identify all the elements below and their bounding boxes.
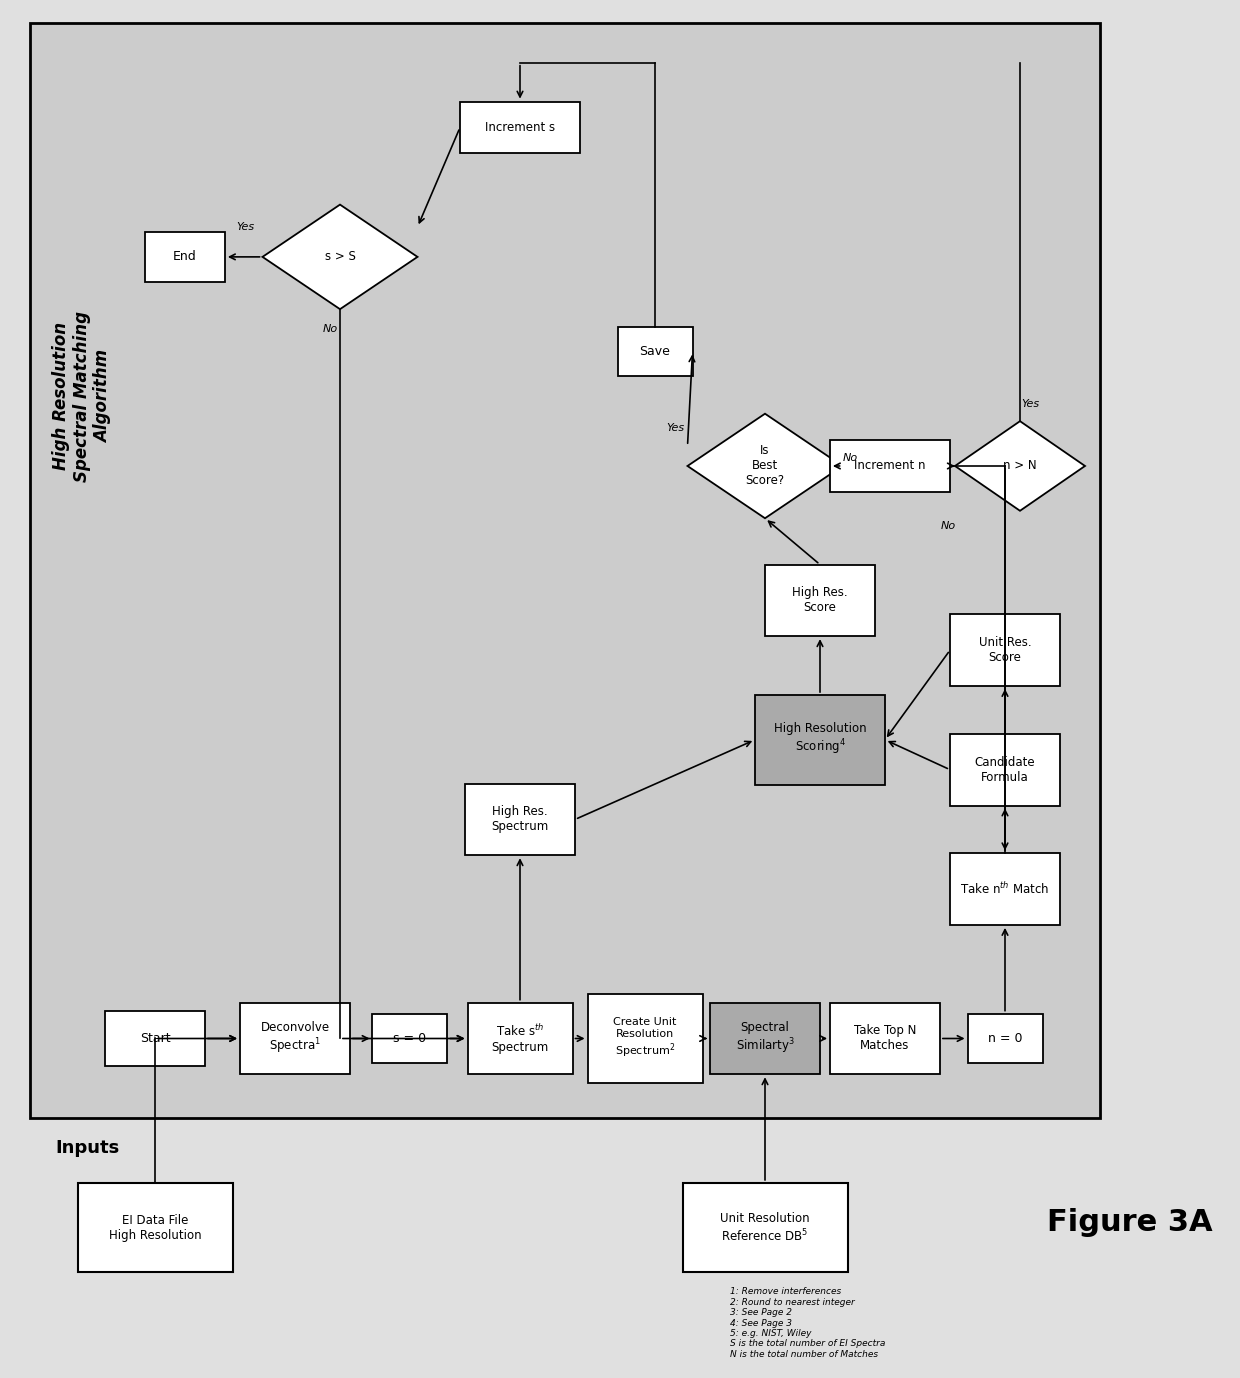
Text: High Resolution
Scoring$^4$: High Resolution Scoring$^4$ — [774, 722, 867, 758]
FancyBboxPatch shape — [460, 102, 580, 153]
FancyBboxPatch shape — [682, 1182, 847, 1272]
FancyBboxPatch shape — [967, 1014, 1043, 1064]
Text: Take s$^{th}$
Spectrum: Take s$^{th}$ Spectrum — [491, 1022, 548, 1054]
FancyBboxPatch shape — [711, 1003, 820, 1075]
Text: No: No — [940, 521, 956, 531]
FancyBboxPatch shape — [372, 1014, 448, 1064]
Text: No: No — [322, 324, 337, 333]
Text: EI Data File
High Resolution: EI Data File High Resolution — [109, 1214, 201, 1242]
FancyBboxPatch shape — [588, 994, 703, 1083]
Text: 1: Remove interferences
2: Round to nearest integer
3: See Page 2
4: See Page 3
: 1: Remove interferences 2: Round to near… — [730, 1287, 885, 1359]
Text: Is
Best
Score?: Is Best Score? — [745, 445, 785, 488]
FancyBboxPatch shape — [830, 1003, 940, 1075]
FancyBboxPatch shape — [950, 853, 1060, 925]
FancyBboxPatch shape — [618, 327, 692, 376]
Text: Take n$^{th}$ Match: Take n$^{th}$ Match — [961, 881, 1049, 897]
FancyBboxPatch shape — [755, 695, 885, 784]
Polygon shape — [955, 422, 1085, 511]
Text: High Resolution
Spectral Matching
Algorithm: High Resolution Spectral Matching Algori… — [52, 311, 112, 482]
Text: n = 0: n = 0 — [988, 1032, 1022, 1045]
Text: End: End — [174, 251, 197, 263]
FancyBboxPatch shape — [467, 1003, 573, 1075]
Text: s > S: s > S — [325, 251, 356, 263]
Text: High Res.
Spectrum: High Res. Spectrum — [491, 806, 548, 834]
Text: Take Top N
Matches: Take Top N Matches — [854, 1024, 916, 1053]
FancyBboxPatch shape — [830, 440, 950, 492]
Text: Yes: Yes — [236, 222, 254, 232]
Text: s = 0: s = 0 — [393, 1032, 427, 1045]
Polygon shape — [263, 204, 418, 309]
Text: Create Unit
Resolution
Spectrum$^2$: Create Unit Resolution Spectrum$^2$ — [614, 1017, 677, 1060]
FancyBboxPatch shape — [465, 784, 575, 856]
FancyBboxPatch shape — [30, 23, 1100, 1118]
Text: n > N: n > N — [1003, 459, 1037, 473]
Text: Candidate
Formula: Candidate Formula — [975, 755, 1035, 784]
Text: Unit Res.
Score: Unit Res. Score — [978, 637, 1032, 664]
Text: No: No — [842, 453, 858, 463]
Text: Increment n: Increment n — [854, 459, 926, 473]
Polygon shape — [687, 413, 842, 518]
Text: Yes: Yes — [666, 423, 684, 433]
Text: Unit Resolution
Reference DB$^5$: Unit Resolution Reference DB$^5$ — [720, 1211, 810, 1244]
Text: Save: Save — [640, 344, 671, 358]
Text: High Res.
Score: High Res. Score — [792, 587, 848, 615]
Text: Figure 3A: Figure 3A — [1048, 1209, 1213, 1237]
Text: Yes: Yes — [1021, 400, 1039, 409]
FancyBboxPatch shape — [145, 232, 224, 281]
FancyBboxPatch shape — [241, 1003, 350, 1075]
FancyBboxPatch shape — [765, 565, 875, 637]
Text: Spectral
Similarty$^3$: Spectral Similarty$^3$ — [735, 1021, 795, 1056]
Text: Start: Start — [140, 1032, 170, 1045]
FancyBboxPatch shape — [77, 1182, 233, 1272]
Text: Deconvolve
Spectra$^1$: Deconvolve Spectra$^1$ — [260, 1021, 330, 1056]
FancyBboxPatch shape — [950, 615, 1060, 686]
Text: Inputs: Inputs — [55, 1140, 119, 1158]
Text: Increment s: Increment s — [485, 121, 556, 134]
FancyBboxPatch shape — [105, 1011, 205, 1065]
FancyBboxPatch shape — [950, 734, 1060, 806]
